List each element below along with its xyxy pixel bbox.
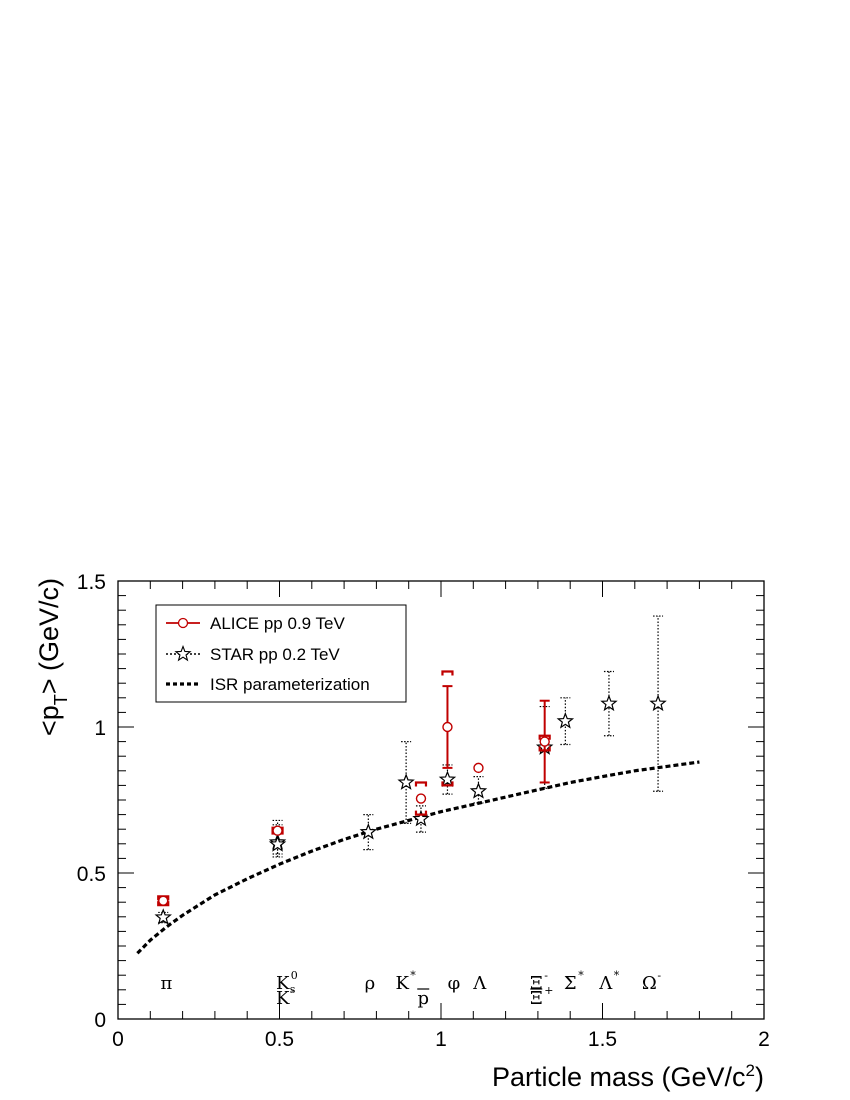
- particle-symbol: π: [161, 973, 173, 994]
- particle-label: φ: [448, 973, 461, 994]
- legend-entry-star: STAR pp 0.2 TeV: [166, 644, 340, 664]
- star-marker: [268, 835, 287, 852]
- alice-series-layer: [157, 670, 551, 907]
- particle-superscript: -: [657, 969, 661, 982]
- particle-label: π: [161, 973, 173, 994]
- particle-symbol: φ: [448, 973, 461, 994]
- isr-parameterization-curve: [136, 760, 700, 955]
- particle-symbol: Λ: [598, 973, 613, 994]
- y-axis-title-subscript: T: [51, 694, 71, 705]
- star-data-point: [556, 697, 575, 746]
- star-marker: [469, 782, 488, 799]
- alice-marker: [415, 793, 427, 804]
- star-marker: [600, 694, 618, 712]
- star-data-point: [154, 908, 172, 925]
- particle-symbol: Ξ: [530, 988, 543, 1009]
- particle-symbol: K: [276, 973, 290, 994]
- legend-alice-label: ALICE pp 0.9 TeV: [210, 614, 345, 633]
- particle-symbol: K: [276, 988, 290, 1009]
- y-tick-label: 0.5: [77, 863, 106, 886]
- particle-labels: π K 0sK - ρ K *pφ Λ Ξ -Ξ + Σ * Λ * Ω -: [161, 969, 662, 1009]
- particle-symbol: Λ: [472, 973, 487, 994]
- isr-curve-layer: [136, 760, 700, 955]
- star-marker: [397, 773, 415, 790]
- alice-marker: [442, 721, 453, 733]
- x-axis-title: Particle mass (GeV/c2): [492, 1061, 764, 1092]
- alice-marker: [539, 736, 550, 747]
- x-axis-title-end: ): [755, 1062, 764, 1092]
- particle-symbol: K: [396, 973, 410, 994]
- particle-symbol: p: [417, 988, 429, 1009]
- particle-superscript: -: [544, 969, 548, 982]
- y-tick-label: 0: [94, 1009, 106, 1032]
- star-marker: [412, 809, 430, 827]
- x-tick-label: 0: [112, 1028, 124, 1051]
- particle-label: Ξ +: [530, 984, 554, 1009]
- y-axis-title: <pT> (GeV/c): [34, 578, 71, 736]
- particle-label: Ω-: [642, 969, 661, 994]
- particle-label: Λ *: [598, 969, 620, 994]
- star-marker: [649, 694, 667, 712]
- legend-entry-alice: ALICE pp 0.9 TeV: [166, 614, 345, 633]
- particle-subscript: s: [290, 983, 296, 996]
- particle-label: Λ: [472, 973, 487, 994]
- particle-superscript: *: [614, 969, 620, 982]
- alice-marker: [158, 895, 169, 906]
- particle-symbol: ρ: [365, 973, 376, 994]
- axis-ticks: 0 0.5 1 1.5 2 0 0.5 1 1.5: [77, 571, 770, 1051]
- particle-label: K-: [276, 984, 295, 1009]
- alice-data-point: [157, 895, 170, 907]
- star-marker: [359, 822, 378, 840]
- alice-data-point: [414, 781, 428, 816]
- legend-star-marker: [174, 644, 192, 662]
- x-tick-label: 1: [435, 1028, 447, 1051]
- particle-superscript: *: [578, 969, 584, 982]
- particle-superscript: 0: [291, 969, 298, 982]
- alice-data-point: [473, 762, 484, 774]
- legend-alice-marker: [177, 617, 189, 629]
- particle-superscript: *: [410, 969, 416, 982]
- star-marker: [556, 711, 575, 729]
- alice-marker: [473, 762, 484, 774]
- star-marker: [154, 908, 172, 925]
- alice-data-point: [441, 670, 454, 787]
- particle-label: ρ: [365, 973, 376, 994]
- x-axis-title-superscript: 2: [746, 1061, 755, 1080]
- y-tick-label: 1.5: [77, 571, 106, 594]
- particle-label: Σ *: [564, 969, 584, 994]
- star-data-point: [438, 764, 457, 795]
- y-axis-title-end: > (GeV/c): [34, 578, 64, 694]
- particle-superscript: -: [291, 984, 295, 997]
- y-tick-label: 1: [94, 717, 106, 740]
- legend-star-label: STAR pp 0.2 TeV: [210, 645, 340, 664]
- x-tick-label: 1.5: [588, 1028, 617, 1051]
- star-data-point: [359, 813, 378, 851]
- star-marker: [438, 770, 457, 787]
- star-data-point: [469, 776, 488, 804]
- particle-superscript: +: [544, 984, 553, 997]
- alice-syst-bracket: [414, 781, 428, 816]
- particle-label: K *: [396, 969, 417, 994]
- star-data-point: [412, 805, 430, 833]
- particle-symbol: Σ: [564, 973, 577, 994]
- legend-box: [155, 604, 407, 703]
- alice-marker: [272, 825, 283, 836]
- legend-entry-isr: ISR parameterization: [166, 675, 370, 694]
- particle-label: K 0s: [276, 969, 298, 996]
- star-data-point: [397, 740, 415, 824]
- alice-syst-bracket: [441, 670, 454, 787]
- particle-label: p: [417, 988, 430, 1009]
- star-data-point: [600, 670, 618, 737]
- legend-isr-label: ISR parameterization: [210, 675, 370, 694]
- alice-syst-bracket: [538, 734, 551, 752]
- star-data-point: [649, 615, 667, 792]
- x-tick-label: 0.5: [265, 1028, 294, 1051]
- x-tick-label: 2: [758, 1028, 770, 1051]
- particle-symbol: Ω: [642, 973, 657, 994]
- alice-data-point: [538, 699, 551, 784]
- alice-data-point: [271, 825, 284, 836]
- legend: ALICE pp 0.9 TeV STAR pp 0.2 TeV ISR par…: [155, 604, 407, 703]
